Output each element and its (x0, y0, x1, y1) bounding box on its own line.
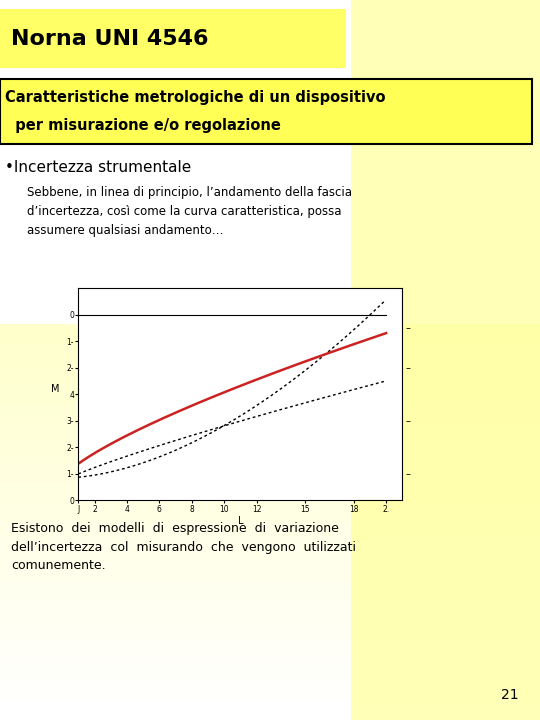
Text: •Incertezza strumentale: •Incertezza strumentale (5, 160, 192, 175)
Text: 21: 21 (501, 688, 518, 702)
Bar (0, 443, 540, 462)
Bar (0, 700, 540, 720)
Text: per misurazione e/o regolazione: per misurazione e/o regolazione (5, 118, 281, 133)
Text: Norna UNI 4546: Norna UNI 4546 (11, 29, 208, 49)
Bar (0, 423, 540, 443)
Text: –: – (406, 323, 410, 333)
Bar (0, 383, 540, 403)
Bar (0, 641, 540, 661)
Bar (0, 0, 540, 360)
Bar (0, 79, 532, 144)
Bar (0, 9, 346, 68)
Bar (0, 364, 540, 383)
Bar (0, 621, 540, 641)
Bar (0, 601, 540, 621)
Bar (0, 503, 540, 522)
Bar (0, 343, 540, 364)
X-axis label: L: L (238, 516, 243, 526)
Y-axis label: M: M (51, 384, 59, 395)
Bar (0, 661, 540, 680)
Bar (0, 360, 540, 720)
Bar (0, 541, 540, 562)
Bar (0, 522, 540, 541)
Bar (0, 482, 540, 503)
Bar (0, 562, 540, 582)
Bar (0, 582, 540, 601)
Bar (0, 403, 540, 423)
Bar (0, 462, 540, 482)
Text: –: – (406, 469, 410, 479)
Bar (351, 0, 540, 720)
Text: Sebbene, in linea di principio, l’andamento della fascia
d’incertezza, così come: Sebbene, in linea di principio, l’andame… (27, 186, 352, 237)
Text: Esistono  dei  modelli  di  espressione  di  variazione
dell’incertezza  col  mi: Esistono dei modelli di espressione di v… (11, 522, 356, 572)
Text: –: – (406, 363, 410, 373)
Text: Caratteristiche metrologiche di un dispositivo: Caratteristiche metrologiche di un dispo… (5, 90, 386, 105)
Bar (0, 680, 540, 700)
Text: –: – (406, 415, 410, 426)
Bar (0, 324, 540, 344)
